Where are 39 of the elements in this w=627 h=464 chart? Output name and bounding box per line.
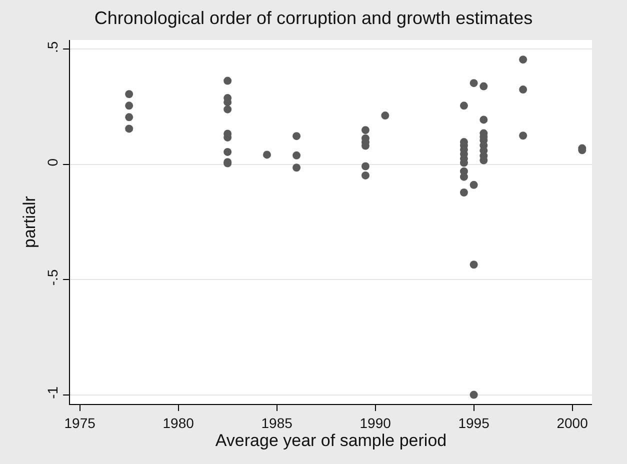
point <box>361 126 370 134</box>
point <box>519 56 528 64</box>
point <box>125 90 134 98</box>
point <box>470 390 478 399</box>
x-tick-label: 2000 <box>556 414 588 431</box>
point <box>125 113 134 122</box>
point <box>361 171 370 180</box>
x-tick-label: 1980 <box>162 414 194 431</box>
point <box>470 180 478 189</box>
point <box>125 124 134 133</box>
x-tick-label: 1990 <box>360 414 392 431</box>
point <box>460 188 468 197</box>
x-axis-title: Average year of sample period <box>215 430 447 450</box>
point <box>460 102 468 110</box>
y-axis-title: partialr <box>20 196 39 248</box>
chart-title: Chronological order of corruption and growth estimates <box>94 8 533 28</box>
point <box>262 150 271 159</box>
x-tick-label: 1985 <box>261 414 293 431</box>
x-tick-label: 1975 <box>64 414 96 431</box>
point <box>480 82 488 90</box>
point <box>470 79 478 88</box>
y-tick-label: 0 <box>44 158 60 166</box>
y-tick-label: -1 <box>44 386 60 399</box>
point <box>381 112 390 120</box>
point <box>519 86 528 94</box>
point <box>292 132 301 140</box>
point <box>125 102 134 110</box>
y-tick-label: .5 <box>44 41 60 53</box>
point <box>224 148 232 156</box>
point <box>480 116 488 124</box>
point <box>292 151 301 160</box>
point <box>361 162 370 170</box>
point <box>519 132 528 140</box>
point <box>224 76 232 85</box>
point <box>470 260 478 269</box>
point <box>224 105 232 114</box>
x-tick-label: 1995 <box>458 414 490 431</box>
point <box>292 164 301 172</box>
y-tick-label: -.5 <box>44 269 60 286</box>
